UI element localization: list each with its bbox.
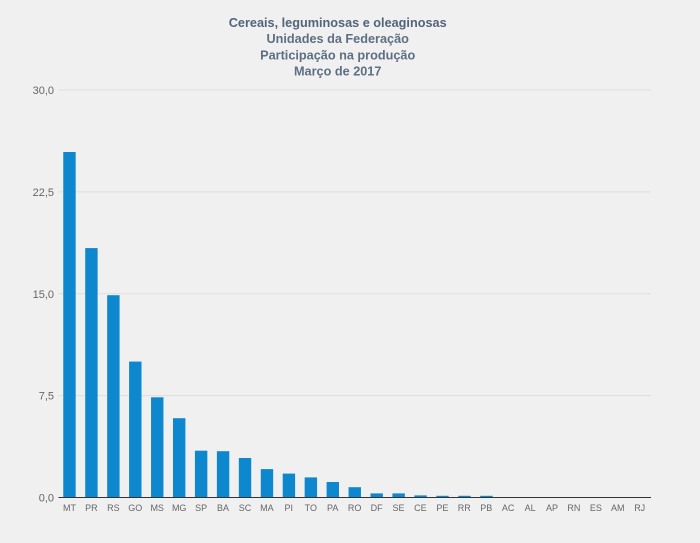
svg-text:RS: RS [107,503,120,513]
svg-text:PE: PE [436,503,448,513]
svg-text:Unidades da Federação: Unidades da Federação [266,32,409,46]
svg-text:DF: DF [371,503,383,513]
svg-text:Cereais, leguminosas e oleagin: Cereais, leguminosas e oleaginosas [229,16,447,30]
svg-text:MT: MT [63,503,76,513]
svg-text:CE: CE [414,503,427,513]
svg-text:MA: MA [260,503,274,513]
svg-text:PB: PB [480,503,492,513]
svg-text:MS: MS [150,503,164,513]
svg-text:BA: BA [217,503,229,513]
svg-text:PR: PR [85,503,98,513]
svg-text:22,5: 22,5 [33,187,54,199]
svg-text:AC: AC [502,503,515,513]
svg-text:RO: RO [348,503,362,513]
svg-text:Março de 2017: Março de 2017 [294,65,381,79]
svg-text:PI: PI [285,503,294,513]
svg-text:7,5: 7,5 [39,391,54,403]
svg-text:Participação na produção: Participação na produção [260,49,415,63]
svg-text:RR: RR [458,503,471,513]
svg-text:TO: TO [305,503,317,513]
svg-text:AP: AP [546,503,558,513]
svg-text:PA: PA [327,503,338,513]
svg-text:RJ: RJ [634,503,645,513]
svg-text:AL: AL [525,503,536,513]
svg-text:15,0: 15,0 [33,289,54,301]
svg-text:AM: AM [611,503,625,513]
svg-text:SE: SE [392,503,404,513]
svg-text:RN: RN [567,503,580,513]
svg-text:ES: ES [590,503,602,513]
svg-text:SP: SP [195,503,207,513]
svg-text:SC: SC [239,503,252,513]
svg-text:MG: MG [172,503,187,513]
svg-text:0,0: 0,0 [39,493,54,505]
svg-text:30,0: 30,0 [33,85,54,97]
svg-text:GO: GO [128,503,142,513]
